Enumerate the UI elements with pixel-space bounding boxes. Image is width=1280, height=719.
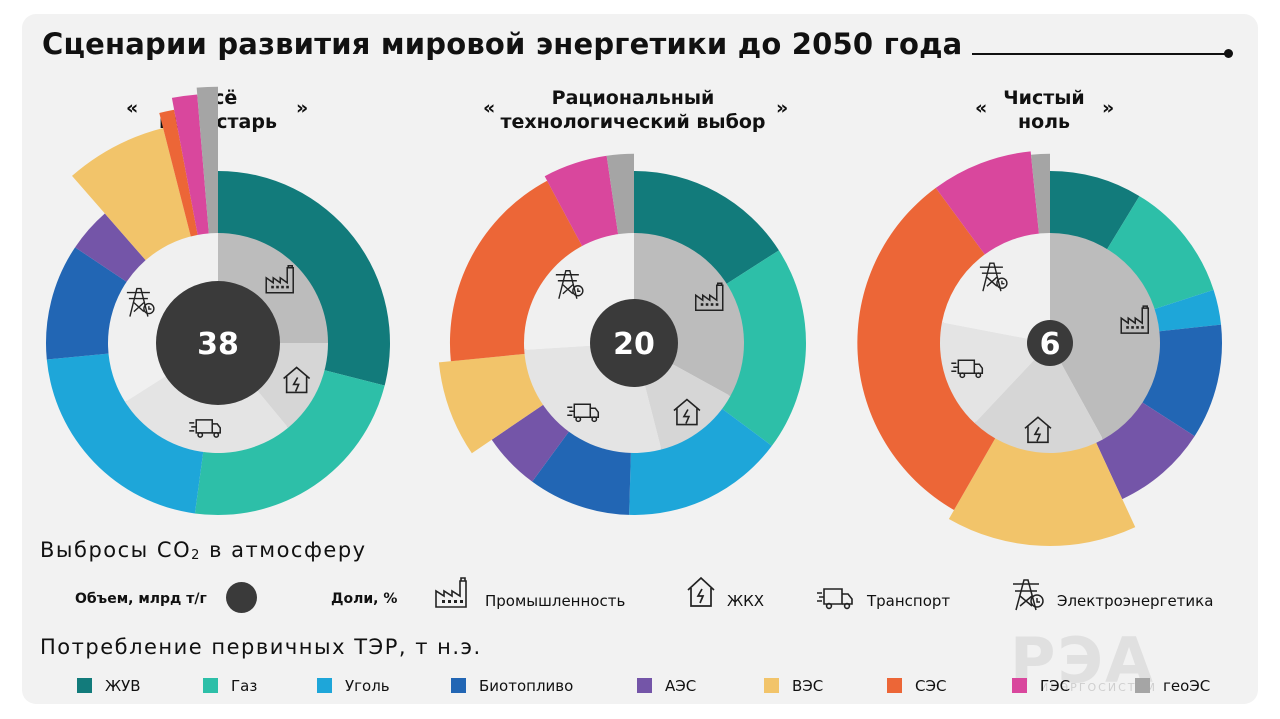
legend-swatch-0 xyxy=(77,678,92,693)
page-title: Сценарии развития мировой энергетики до … xyxy=(42,27,963,61)
quote-close: » xyxy=(1102,97,1115,119)
quote-open: « xyxy=(483,97,496,119)
truck-icon xyxy=(951,359,984,379)
title-divider-dot xyxy=(1224,49,1233,58)
scenario-2-line2: технологический выбор xyxy=(500,111,766,133)
slice-ВЭС xyxy=(72,128,192,262)
co2-volume-value: 20 xyxy=(613,327,655,362)
emission-share-0 xyxy=(1050,233,1160,440)
slice-Газ xyxy=(720,250,806,446)
title-divider-line xyxy=(972,53,1228,55)
truck-icon xyxy=(189,419,221,438)
slice-ЖУВ xyxy=(1050,171,1140,251)
legend-swatch-2 xyxy=(317,678,332,693)
legend-transport: Транспорт xyxy=(867,592,951,610)
slice-АЭС xyxy=(75,213,147,283)
slice-АЭС xyxy=(491,403,571,482)
factory-icon xyxy=(435,577,467,608)
scenario-3-line2: ноль xyxy=(1017,111,1071,133)
quote-close: » xyxy=(296,97,309,119)
legend-label-3: Биотопливо xyxy=(479,677,574,695)
house-icon xyxy=(673,398,701,426)
slice-Биотопливо xyxy=(46,247,129,360)
slice-ЖУВ xyxy=(634,171,779,285)
rea-logo-subtitle: ИНЭРГОСИСТЕМ xyxy=(1040,681,1157,694)
legend-swatch-5 xyxy=(764,678,779,693)
quote-open: « xyxy=(975,97,988,119)
co2-section-title: Выбросы CO2 в атмосферу xyxy=(40,538,367,563)
truck-icon xyxy=(817,588,853,610)
legend-label-5: ВЭС xyxy=(792,677,824,695)
legend-label-1: Газ xyxy=(231,677,258,695)
co2-volume-value: 6 xyxy=(1040,327,1061,362)
emission-share-2 xyxy=(940,322,1050,424)
legend-swatch-8 xyxy=(1135,678,1150,693)
slice-Биотопливо xyxy=(1140,324,1223,437)
legend-swatch-4 xyxy=(637,678,652,693)
emission-share-1 xyxy=(974,343,1103,454)
legend-swatch-3 xyxy=(451,678,466,693)
consumption-section-title: Потребление первичных ТЭР, т н.э. xyxy=(40,635,482,659)
legend-label-7: ГЭС xyxy=(1040,677,1071,695)
scenario-2-line1: Рациональный xyxy=(551,87,715,109)
truck-icon xyxy=(567,403,600,423)
power-plant-icon xyxy=(555,270,584,299)
legend-swatch-1 xyxy=(203,678,218,693)
slice-геоЭС xyxy=(196,86,218,236)
slice-ВЭС xyxy=(948,436,1136,546)
rea-logo-watermark: РЭА xyxy=(1010,624,1155,697)
slice-Уголь xyxy=(1152,289,1222,332)
slice-ГЭС xyxy=(544,155,619,248)
slice-геоЭС xyxy=(1031,153,1050,236)
legend-industry: Промышленность xyxy=(485,592,626,610)
donut-chart-3: 6 xyxy=(857,151,1223,546)
legend-label-8: геоЭС xyxy=(1163,677,1211,695)
slice-СЭС xyxy=(449,180,584,362)
slice-Газ xyxy=(1106,196,1214,310)
slice-СЭС xyxy=(857,187,997,511)
donut-chart-2: 20 xyxy=(438,153,806,515)
slice-геоЭС xyxy=(606,153,634,237)
slice-Уголь xyxy=(46,353,204,514)
house-icon xyxy=(687,576,715,607)
legend-label-6: СЭС xyxy=(915,677,947,695)
co2-volume-value: 38 xyxy=(197,327,239,362)
slice-СЭС xyxy=(159,109,199,239)
power-plant-icon xyxy=(979,262,1008,292)
slice-Уголь xyxy=(629,407,772,515)
slice-ГЭС xyxy=(935,151,1040,257)
factory-icon xyxy=(265,265,294,294)
quote-open: « xyxy=(126,97,139,119)
legend-label-2: Уголь xyxy=(345,677,390,695)
shares-label: Доли, % xyxy=(331,591,398,607)
house-icon xyxy=(1024,416,1052,444)
slice-ГЭС xyxy=(171,94,210,237)
quote-close: » xyxy=(776,97,789,119)
house-icon xyxy=(283,366,311,394)
legend-swatch-6 xyxy=(887,678,902,693)
slice-ЖУВ xyxy=(218,171,390,386)
factory-icon xyxy=(1120,305,1149,334)
co2-volume-circle xyxy=(1027,320,1073,366)
slice-Биотопливо xyxy=(532,430,631,515)
legend-swatch-7 xyxy=(1012,678,1027,693)
co2-volume-circle xyxy=(590,299,678,387)
legend-power: Электроэнергетика xyxy=(1057,592,1214,610)
volume-circle-marker xyxy=(226,582,257,613)
emission-share-3 xyxy=(941,233,1050,343)
volume-label: Объем, млрд т/г xyxy=(75,591,207,607)
slice-ВЭС xyxy=(438,353,545,454)
power-plant-icon xyxy=(126,287,155,317)
power-plant-icon xyxy=(1013,579,1044,611)
donut-chart-1: 38 xyxy=(46,86,390,515)
scenario-3-line1: Чистый xyxy=(1003,87,1085,109)
legend-label-4: АЭС xyxy=(665,677,697,695)
slice-Газ xyxy=(194,369,385,515)
factory-icon xyxy=(694,282,724,311)
co2-volume-circle xyxy=(156,281,280,405)
legend-housing: ЖКХ xyxy=(727,592,765,610)
legend-label-0: ЖУВ xyxy=(105,677,141,695)
